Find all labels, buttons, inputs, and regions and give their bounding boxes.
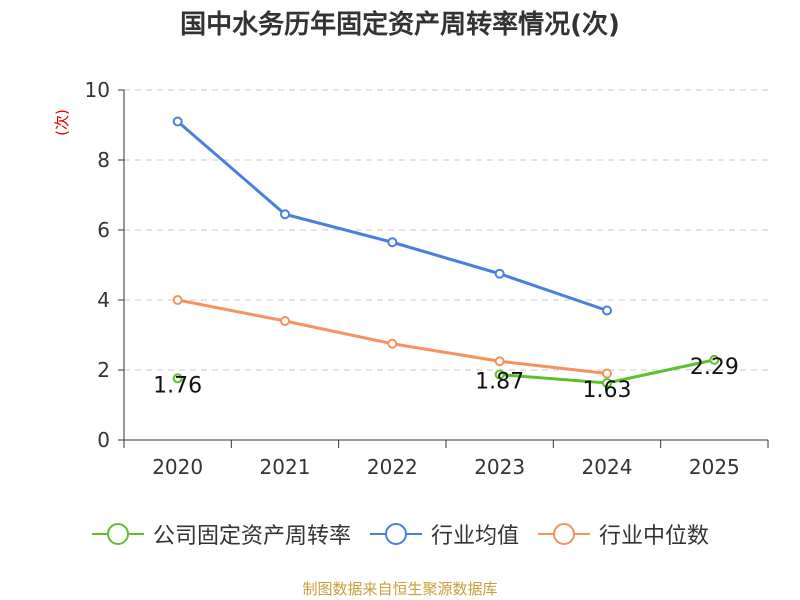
legend-swatch-marker: [384, 523, 407, 545]
series-layer: [172, 116, 720, 388]
legend-item[interactable]: 行业中位数: [537, 518, 709, 550]
grid-layer: [124, 89, 768, 371]
data-point: [602, 368, 612, 379]
series-line: [177, 298, 608, 375]
data-point: [172, 295, 183, 305]
data-label: 2.29: [690, 355, 739, 380]
series-0: [172, 354, 720, 388]
axis-layer: 0 2 4 6 8 10 2020 2021 2022 2023 2024 2025: [85, 78, 769, 479]
y-tick-label: 0: [97, 428, 110, 452]
y-tick-label: 8: [97, 148, 110, 172]
legend: 公司固定资产周转率 行业均值 行业中位数: [0, 518, 800, 550]
series-2: [172, 295, 612, 379]
data-point: [494, 369, 505, 380]
x-tick-label: 2024: [582, 455, 633, 479]
legend-item[interactable]: 公司固定资产周转率: [91, 518, 351, 550]
legend-swatch-icon: [538, 523, 590, 545]
data-label-layer: 1.76 1.87 1.63 2.29: [153, 355, 739, 403]
y-tick-label: 6: [97, 218, 110, 242]
source-note: 制图数据来自恒生聚源数据库: [302, 580, 498, 598]
data-point: [172, 116, 183, 127]
x-tick-label: 2023: [474, 455, 525, 479]
legend-item[interactable]: 行业均值: [369, 518, 519, 550]
legend-swatch-marker: [553, 523, 575, 545]
data-label: 1.87: [475, 370, 524, 395]
data-label: 1.63: [583, 378, 632, 403]
legend-swatch-icon: [369, 523, 422, 545]
x-tick-label: 2020: [152, 455, 203, 479]
data-point: [280, 316, 290, 326]
legend-swatch-marker: [106, 523, 129, 545]
data-label: 1.76: [153, 373, 202, 398]
legend-label: 公司固定资产周转率: [152, 524, 351, 549]
data-point: [280, 209, 290, 220]
series-1: [172, 116, 612, 316]
data-point: [602, 377, 612, 388]
y-tick-label: 10: [85, 78, 110, 102]
data-point: [494, 356, 505, 367]
x-tick-label: 2021: [260, 455, 311, 479]
data-point: [172, 373, 183, 384]
y-tick-label: 4: [97, 288, 110, 312]
data-point: [602, 305, 612, 316]
chart-title: 国中水务历年固定资产周转率情况(次): [180, 10, 620, 40]
data-point: [387, 237, 398, 248]
y-tick-label: 2: [97, 358, 110, 382]
series-line: [176, 120, 608, 312]
legend-label: 行业均值: [430, 524, 519, 549]
legend-swatch-icon: [91, 523, 144, 545]
x-tick-label: 2022: [367, 455, 418, 479]
x-tick-label: 2025: [689, 455, 740, 479]
data-point: [709, 354, 720, 365]
legend-label: 行业中位数: [599, 524, 710, 549]
data-point: [494, 268, 505, 279]
data-point: [387, 338, 398, 349]
